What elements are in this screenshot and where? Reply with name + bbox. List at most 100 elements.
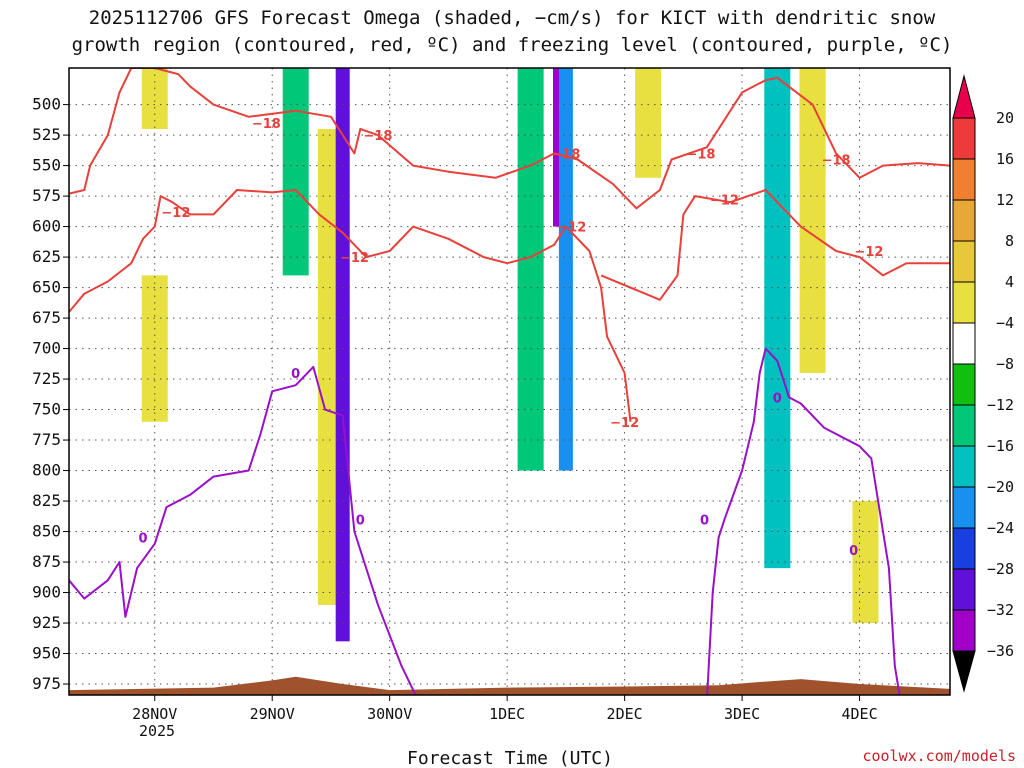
omega-shade-cell [558, 68, 573, 471]
contour-label: −18 [822, 153, 851, 168]
colorbar-label: −12 [987, 396, 1014, 414]
contour-line [69, 189, 632, 422]
colorbar-swatch [952, 158, 976, 201]
contour-label: −12 [710, 194, 739, 209]
colorbar-swatch [952, 199, 976, 242]
x-tick-label: 28NOV [132, 705, 177, 723]
colorbar-swatch [952, 609, 976, 652]
colorbar-label: −4 [996, 314, 1014, 332]
y-tick-label: 850 [32, 522, 61, 541]
colorbar-label: 20 [996, 109, 1014, 127]
y-tick-label: 550 [32, 156, 61, 175]
y-tick-label: 675 [32, 308, 61, 327]
contour-label: −12 [340, 251, 369, 266]
credit-text: coolwx.com/models [862, 747, 1016, 765]
colorbar-label: 8 [1005, 232, 1014, 250]
y-tick-label: 600 [32, 217, 61, 236]
x-tick-label: 1DEC [489, 705, 525, 723]
colorbar-top-arrow [952, 74, 976, 119]
y-tick-label: 875 [32, 552, 61, 571]
chart-title-line2: growth region (contoured, red, ºC) and f… [72, 34, 953, 56]
colorbar-bottom-arrow [952, 650, 976, 693]
colorbar-label: −28 [987, 560, 1014, 578]
y-tick-label: 625 [32, 247, 61, 266]
contour-line [69, 68, 950, 210]
contour-labels: −18 −18 −18 −18 −18 −12 −12 −12 −12 −12 −12 0 0 0 0 0 0 [138, 117, 883, 559]
contour-label: 0 [138, 532, 147, 547]
contour-label: −18 [686, 147, 715, 162]
omega-shade-cell [635, 68, 662, 178]
y-tick-label: 975 [32, 674, 61, 693]
x-axis-label: Forecast Time (UTC) [407, 748, 613, 768]
x-tick-label: 4DEC [841, 705, 877, 723]
contour-label: 0 [356, 513, 365, 528]
x-tick-label: 30NOV [367, 705, 412, 723]
y-tick-label: 650 [32, 278, 61, 297]
colorbar-label: −8 [996, 355, 1014, 373]
omega-shading-layer [141, 68, 879, 642]
contour-label: 0 [773, 391, 782, 406]
y-axis: 500 525 550 575 600 625 650 675 700 725 750 775 800 8… [32, 95, 69, 693]
colorbar-swatch [952, 404, 976, 447]
colorbar: 20 16 12 8 4 −4 −8 −12 −16 −20 −24 −28 −32 −36 [952, 74, 1014, 693]
colorbar-swatch [952, 527, 976, 570]
y-tick-label: 525 [32, 125, 61, 144]
y-tick-label: 900 [32, 583, 61, 602]
colorbar-label: −16 [987, 437, 1014, 455]
terrain-layer [69, 676, 950, 695]
colorbar-label: −20 [987, 478, 1014, 496]
contour-layer [69, 68, 950, 695]
x-tick-label: 29NOV [250, 705, 295, 723]
contour-line [706, 347, 901, 695]
x-axis: 28NOV 29NOV 30NOV 1DEC 2DEC 3DEC 4DEC [132, 695, 878, 723]
y-tick-label: 750 [32, 400, 61, 419]
y-tick-label: 725 [32, 369, 61, 388]
x-tick-year: 2025 [139, 722, 175, 740]
contour-label: −18 [551, 147, 580, 162]
colorbar-swatch [952, 322, 976, 365]
contour-label: −12 [557, 221, 586, 236]
colorbar-label: 16 [996, 150, 1014, 168]
colorbar-swatch [952, 568, 976, 611]
colorbar-label: −32 [987, 601, 1014, 619]
contour-label: −12 [161, 206, 190, 221]
chart-title-line1: 2025112706 GFS Forecast Omega (shaded, −… [89, 7, 936, 29]
contour-label: −12 [610, 416, 639, 431]
omega-shade-cell [335, 68, 350, 642]
y-tick-label: 775 [32, 430, 61, 449]
grid [69, 68, 950, 695]
contour-label: 0 [700, 513, 709, 528]
contour-label: −18 [363, 129, 392, 144]
contour-label: 0 [291, 367, 300, 382]
contour-label: −18 [252, 117, 281, 132]
contour-label: −12 [854, 245, 883, 260]
contour-line [69, 365, 417, 695]
y-tick-label: 500 [32, 95, 61, 114]
colorbar-label: −36 [987, 642, 1014, 660]
contour-label: 0 [849, 544, 858, 559]
colorbar-swatch [952, 281, 976, 324]
omega-shade-cell [517, 68, 544, 471]
y-tick-label: 950 [32, 644, 61, 663]
contour-line [600, 189, 950, 301]
y-tick-label: 825 [32, 491, 61, 510]
colorbar-label: −24 [987, 519, 1014, 537]
omega-shade-cell [141, 68, 168, 129]
x-tick-label: 3DEC [724, 705, 760, 723]
y-tick-label: 800 [32, 461, 61, 480]
colorbar-swatch [952, 240, 976, 283]
x-tick-label: 2DEC [607, 705, 643, 723]
colorbar-swatch [952, 117, 976, 160]
omega-shade-cell [799, 68, 826, 373]
colorbar-swatch [952, 445, 976, 488]
omega-shade-cell [282, 68, 309, 276]
y-tick-label: 925 [32, 613, 61, 632]
plot-frame [68, 67, 951, 696]
colorbar-swatch [952, 486, 976, 529]
omega-shade-cell [764, 68, 791, 569]
colorbar-swatch [952, 363, 976, 406]
y-tick-label: 575 [32, 186, 61, 205]
y-tick-label: 700 [32, 339, 61, 358]
colorbar-label: 4 [1005, 273, 1014, 291]
